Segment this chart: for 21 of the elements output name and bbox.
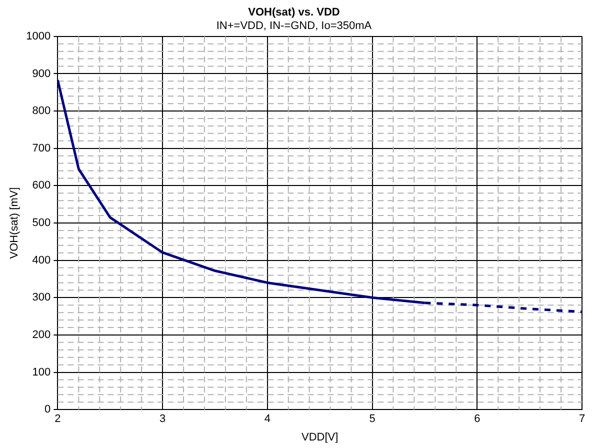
y-tick-label: 400 — [32, 254, 51, 266]
y-tick-label: 200 — [32, 328, 51, 341]
chart-title: VOH(sat) vs. VDD — [248, 6, 340, 19]
x-tick-label: 7 — [578, 413, 586, 426]
x-tick-label: 6 — [474, 413, 480, 426]
x-tick-label: 2 — [54, 413, 61, 426]
y-tick-label: 800 — [32, 105, 51, 118]
chart-subtitle: IN+=VDD, IN-=GND, Io=350mA — [216, 20, 372, 32]
y-tick-label: 0 — [44, 404, 51, 416]
x-tick-label: 4 — [264, 413, 270, 426]
y-tick-label: 600 — [32, 180, 51, 192]
y-axis-title: VOH(sat) [mV] — [8, 187, 21, 259]
y-tick-label: 300 — [32, 292, 51, 304]
y-tick-label: 100 — [32, 366, 51, 378]
y-tick-label: 900 — [32, 68, 51, 80]
x-tick-label: 3 — [159, 413, 166, 426]
y-tick-label: 1000 — [26, 30, 51, 42]
y-tick-label: 500 — [32, 217, 51, 230]
x-tick-label: 5 — [369, 413, 376, 426]
y-tick-label: 700 — [32, 142, 51, 154]
x-axis-title: VDD[V] — [301, 431, 338, 444]
